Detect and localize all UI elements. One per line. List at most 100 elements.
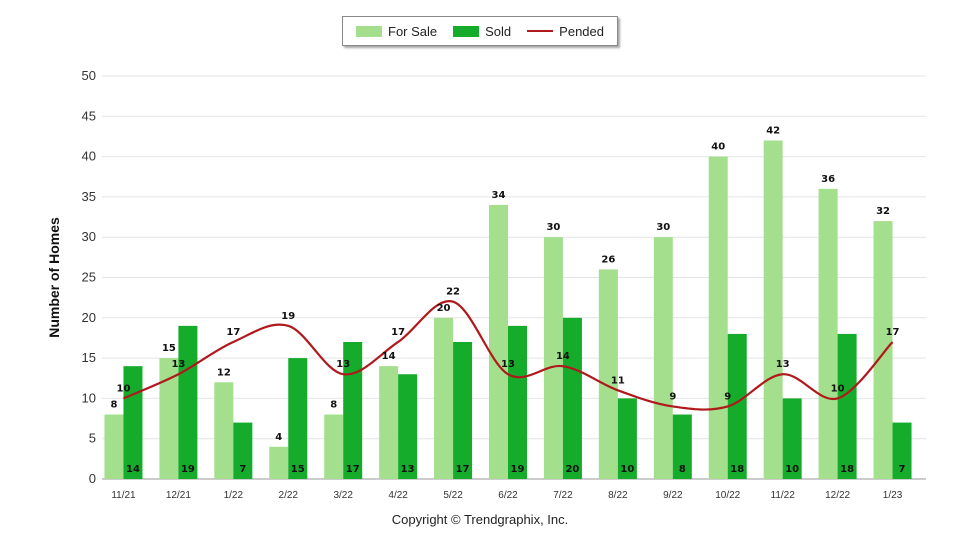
x-tick-label: 3/22 <box>333 490 353 501</box>
legend: For Sale Sold Pended <box>342 16 618 46</box>
legend-label-pended: Pended <box>559 23 604 39</box>
bar-sold <box>837 333 857 479</box>
copyright: Copyright © Trendgraphix, Inc. <box>391 512 569 527</box>
data-label-sold: 7 <box>239 464 246 475</box>
data-label-sold: 18 <box>840 464 854 475</box>
bar-sold <box>288 358 308 479</box>
x-tick-label: 1/22 <box>224 490 244 501</box>
bar-sold <box>672 414 692 479</box>
data-label-pended: 13 <box>336 359 350 370</box>
bar-for-sale <box>379 366 399 479</box>
x-tick-label: 7/22 <box>553 490 573 501</box>
data-label-for-sale: 8 <box>330 400 337 411</box>
legend-swatch-for-sale <box>356 25 382 37</box>
data-label-for-sale: 14 <box>382 351 396 362</box>
data-label-sold: 13 <box>401 464 415 475</box>
x-tick-label: 12/22 <box>825 490 850 501</box>
y-tick-label: 20 <box>82 310 96 325</box>
data-label-sold: 10 <box>620 464 634 475</box>
x-tick-label: 10/22 <box>715 490 740 501</box>
data-label-sold: 17 <box>456 464 470 475</box>
x-tick-label: 4/22 <box>388 490 408 501</box>
bar-sold <box>178 325 198 479</box>
legend-swatch-sold <box>453 25 480 37</box>
data-label-sold: 14 <box>126 464 140 475</box>
data-label-for-sale: 30 <box>546 222 560 233</box>
y-tick-label: 10 <box>82 390 96 405</box>
data-label-sold: 10 <box>785 464 799 475</box>
bar-for-sale <box>763 140 783 480</box>
data-label-sold: 8 <box>679 464 686 475</box>
x-tick-label: 11/21 <box>111 490 136 501</box>
x-tick-label: 1/23 <box>883 490 903 501</box>
x-tick-label: 8/22 <box>608 490 628 501</box>
legend-swatch-pended <box>527 30 554 32</box>
data-label-pended: 17 <box>226 327 240 338</box>
data-label-pended: 10 <box>831 383 845 394</box>
y-tick-label: 45 <box>82 108 96 123</box>
data-label-sold: 18 <box>730 464 744 475</box>
data-label-for-sale: 8 <box>110 400 117 411</box>
y-tick-label: 25 <box>82 270 96 285</box>
legend-item-for-sale[interactable]: For Sale <box>356 24 437 39</box>
data-label-sold: 17 <box>346 464 360 475</box>
bar-for-sale <box>324 414 344 479</box>
bar-for-sale <box>543 237 563 479</box>
data-label-pended: 13 <box>171 359 185 370</box>
bar-sold <box>617 398 637 479</box>
data-label-pended: 9 <box>724 391 731 402</box>
bar-sold <box>727 333 747 479</box>
bar-sold <box>343 341 363 479</box>
data-label-pended: 9 <box>669 391 676 402</box>
bar-sold <box>233 422 253 479</box>
data-label-sold: 19 <box>511 464 525 475</box>
data-label-for-sale: 30 <box>656 222 670 233</box>
y-tick-label: 50 <box>82 68 96 83</box>
data-label-pended: 17 <box>391 327 405 338</box>
y-tick-label: 35 <box>82 189 96 204</box>
data-label-for-sale: 32 <box>876 206 890 217</box>
data-label-sold: 15 <box>291 464 305 475</box>
bar-sold <box>398 374 418 479</box>
data-label-sold: 19 <box>181 464 195 475</box>
bar-sold <box>892 422 912 479</box>
data-label-for-sale: 15 <box>162 343 176 354</box>
y-axis-title: Number of Homes <box>46 217 62 338</box>
legend-item-pended[interactable]: Pended <box>527 24 604 39</box>
data-label-for-sale: 12 <box>217 367 231 378</box>
bar-sold <box>782 398 802 479</box>
data-label-pended: 11 <box>611 375 625 386</box>
x-tick-label: 2/22 <box>279 490 299 501</box>
bar-for-sale <box>708 156 728 479</box>
data-label-pended: 13 <box>501 359 515 370</box>
data-label-for-sale: 4 <box>275 432 282 443</box>
line-pended <box>123 300 894 411</box>
bar-sold <box>508 325 527 479</box>
data-label-sold: 20 <box>565 464 579 475</box>
x-tick-label: 12/21 <box>166 490 191 501</box>
y-tick-label: 30 <box>82 229 96 244</box>
bar-for-sale <box>489 204 508 479</box>
bar-sold <box>562 317 582 479</box>
bar-sold <box>453 341 473 479</box>
data-label-for-sale: 20 <box>437 303 451 314</box>
data-label-for-sale: 36 <box>821 174 835 185</box>
data-label-pended: 17 <box>886 327 900 338</box>
bar-for-sale <box>653 237 673 479</box>
data-label-pended: 10 <box>117 383 131 394</box>
bar-for-sale <box>159 358 179 479</box>
bar-for-sale <box>269 446 289 479</box>
legend-item-sold[interactable]: Sold <box>453 24 511 39</box>
x-tick-label: 9/22 <box>663 490 683 501</box>
bar-sold <box>123 366 143 479</box>
data-label-for-sale: 42 <box>766 125 780 136</box>
bar-for-sale <box>434 317 454 479</box>
data-label-pended: 13 <box>776 359 790 370</box>
data-label-pended: 22 <box>446 287 460 298</box>
bar-for-sale <box>873 221 893 479</box>
bar-for-sale <box>214 382 234 479</box>
y-tick-label: 40 <box>82 149 96 164</box>
legend-label-for-sale: For Sale <box>388 23 438 39</box>
y-tick-label: 5 <box>89 431 96 446</box>
